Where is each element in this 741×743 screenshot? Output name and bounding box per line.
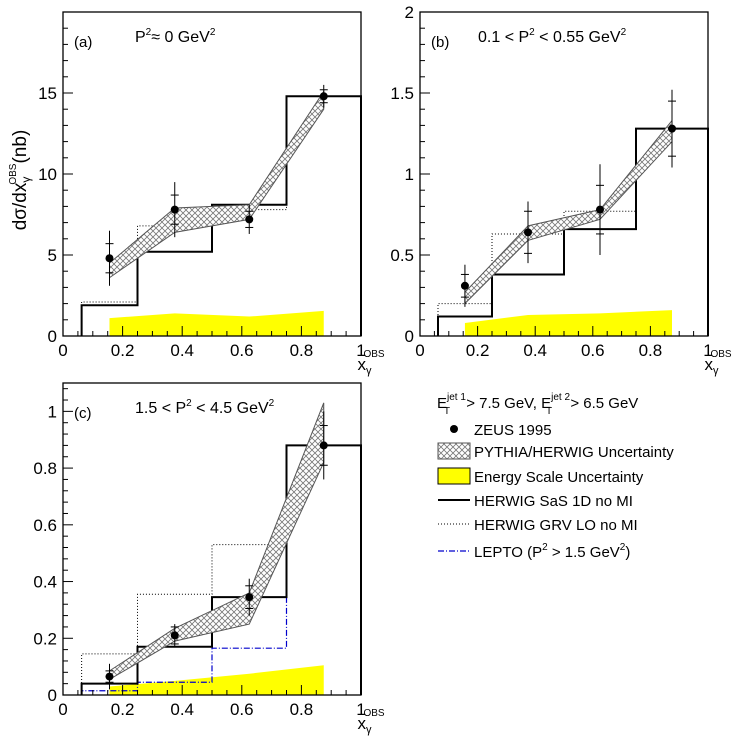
energy-scale-band-c — [109, 665, 324, 695]
plot-frame-a — [62, 11, 362, 337]
x-tick-label: 0 — [58, 700, 67, 719]
data-marker — [524, 228, 532, 237]
data-marker — [460, 281, 469, 290]
panel-b: 0 0.2 0.4 0.6 0.8 1 0 0.5 1 1.5 2 (b) 0.1 < P2 < 0.5… — [390, 3, 732, 377]
model-band-c — [108, 402, 325, 681]
model-band-b — [464, 119, 673, 305]
data-point-a-2 — [245, 204, 254, 234]
x-tick-label: 1 — [356, 341, 365, 360]
data-point-a-3 — [319, 84, 328, 108]
data-marker — [170, 631, 179, 640]
x-tick-label: 0.4 — [170, 341, 194, 360]
y-tick-label: 0.6 — [33, 516, 57, 535]
y-tick-label: 2 — [405, 3, 414, 22]
legend-pythia-herwig: PYTHIA/HERWIG Uncertainty — [474, 444, 674, 461]
data-point-a-0 — [105, 230, 114, 286]
y-tick-label: 1 — [405, 165, 414, 184]
x-axis-label-a: xγOBS — [357, 349, 384, 377]
x-tick-label: 0.4 — [170, 700, 194, 719]
x-tick-label: 0.6 — [230, 341, 254, 360]
data-marker — [319, 441, 328, 450]
legend-band-swatch — [437, 442, 471, 460]
lepto-hist-c — [81, 444, 362, 695]
herwig-sas-hist-b — [437, 127, 709, 336]
x-tick-label: 0.2 — [111, 341, 135, 360]
data-point-b-0 — [460, 264, 469, 307]
legend-energy-swatch — [437, 467, 471, 485]
x-axis-label-b: xγOBS — [704, 349, 731, 377]
data-marker — [105, 672, 114, 681]
y-tick-label: 0.2 — [33, 629, 57, 648]
data-marker — [245, 215, 254, 224]
panel-label-a: (a) — [74, 34, 92, 51]
data-point-c-3 — [319, 411, 328, 480]
x-axis-label-c: xγOBS — [357, 708, 384, 736]
data-point-b-1 — [524, 201, 532, 264]
legend-herwig-sas: HERWIG SaS 1D no MI — [474, 493, 633, 510]
x-tick-label: 0.2 — [466, 341, 490, 360]
legend-zeus: ZEUS 1995 — [474, 422, 552, 439]
energy-scale-band-b — [464, 310, 672, 336]
legend-lepto: LEPTO (P2 > 1.5 GeV2) — [474, 542, 630, 561]
y-tick-label: 0.5 — [390, 246, 414, 265]
y-tick-label: 1 — [48, 402, 57, 421]
y-axis-label: dσ/dxγOBS(nb) — [8, 130, 33, 231]
data-point-c-2 — [245, 578, 254, 616]
panel-title-b: 0.1 < P2 < 0.55 GeV2 — [478, 27, 627, 46]
data-point-c-0 — [105, 663, 114, 690]
legend-zeus-marker — [450, 425, 458, 433]
energy-scale-band-a — [109, 310, 324, 336]
panel-title-a: P2≈ 0 GeV2 — [135, 27, 216, 46]
y-tick-label: 0 — [48, 686, 57, 705]
data-point-b-2 — [596, 164, 604, 255]
y-tick-label: 15 — [38, 84, 57, 103]
x-tick-label: 0.2 — [111, 700, 135, 719]
x-tick-label: 0 — [58, 341, 67, 360]
herwig-grv-hist-b — [437, 128, 709, 336]
y-tick-label: 10 — [38, 165, 57, 184]
data-marker — [596, 205, 604, 214]
panel-c: 0 0.2 0.4 0.6 0.8 1 0 0.2 0.4 0.6 0.8 1 (c) 1.5 < P2 … — [33, 382, 385, 736]
data-marker — [245, 593, 254, 602]
y-tick-label: 0 — [405, 327, 414, 346]
x-tick-label: 0.6 — [230, 700, 254, 719]
x-tick-label: 0.8 — [290, 341, 314, 360]
data-marker — [105, 254, 114, 263]
x-tick-label: 0.4 — [523, 341, 547, 360]
panel-title-c: 1.5 < P2 < 4.5 GeV2 — [135, 398, 275, 417]
data-point-c-1 — [170, 624, 179, 647]
x-tick-label: 0.6 — [581, 341, 605, 360]
x-tick-label: 0 — [415, 341, 424, 360]
y-tick-label: 0 — [48, 327, 57, 346]
x-tick-label: 0.8 — [290, 700, 314, 719]
data-marker — [668, 124, 676, 133]
y-tick-label: 1.5 — [390, 84, 414, 103]
data-marker — [319, 92, 328, 101]
panel-label-b: (b) — [431, 34, 449, 51]
data-point-b-3 — [668, 89, 676, 168]
x-tick-label: 1 — [356, 700, 365, 719]
y-tick-label: 5 — [48, 246, 57, 265]
y-tick-label: 0.4 — [33, 573, 57, 592]
legend-energy-scale: Energy Scale Uncertainty — [474, 469, 644, 486]
data-marker — [170, 205, 179, 214]
data-point-a-1 — [170, 182, 179, 238]
model-band-a — [108, 89, 325, 279]
herwig-grv-hist-c — [81, 444, 362, 695]
herwig-sas-hist-c — [80, 444, 362, 695]
x-tick-label: 1 — [703, 341, 712, 360]
y-tick-label: 0.8 — [33, 459, 57, 478]
panel-label-c: (c) — [74, 405, 92, 422]
legend-herwig-grv: HERWIG GRV LO no MI — [474, 517, 638, 534]
x-tick-label: 0.8 — [639, 341, 663, 360]
